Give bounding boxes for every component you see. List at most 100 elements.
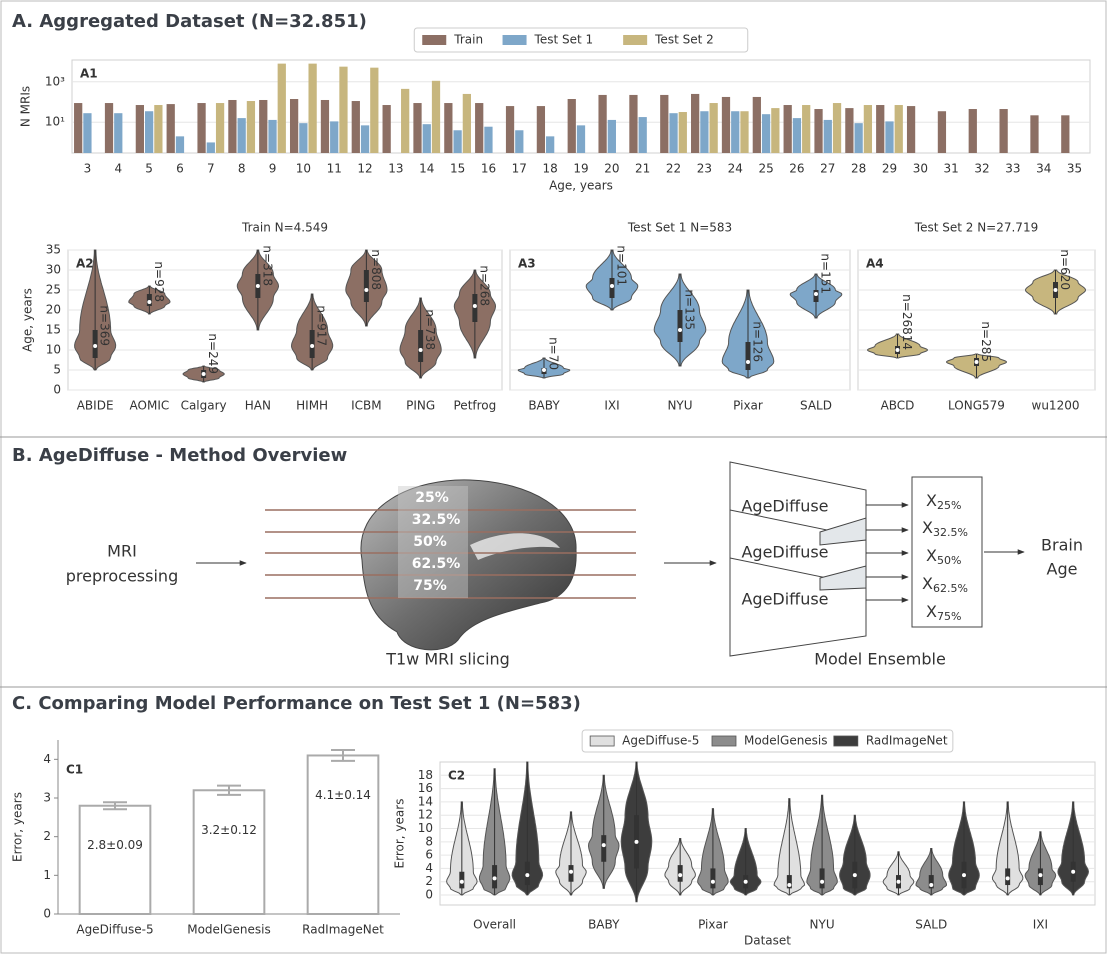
bar	[823, 119, 832, 153]
bar	[802, 105, 811, 153]
x-tick-label: 20	[604, 162, 619, 176]
violin-box	[418, 330, 424, 362]
x-tick-label: IXI	[1033, 918, 1048, 932]
x-tick-label: ABIDE	[77, 399, 114, 413]
x-tick-label: AOMIC	[130, 399, 170, 413]
bar	[351, 101, 360, 153]
bar	[277, 63, 286, 153]
output-symbol: X	[922, 518, 933, 537]
bar	[1030, 115, 1039, 153]
caption: T1w MRI slicing	[385, 650, 510, 669]
bar	[299, 123, 308, 153]
n-label: n=268	[477, 265, 491, 306]
x-tick-label: SALD	[915, 918, 947, 932]
y-tick-label: 20	[46, 303, 61, 317]
n-label: n=70	[547, 337, 561, 370]
violin-median	[1038, 873, 1043, 878]
y-tick-label: 30	[46, 263, 61, 277]
slice-lines	[265, 509, 636, 599]
panel-label: A4	[866, 257, 884, 271]
model-stack	[729, 461, 867, 657]
y-tick-label: 1	[43, 868, 51, 882]
bar	[783, 105, 792, 153]
bar	[678, 112, 687, 153]
violin-median	[929, 883, 934, 888]
value-label: 3.2±0.12	[201, 823, 257, 837]
x-tick-label: NYU	[667, 399, 692, 413]
y-tick-label: 5	[53, 363, 61, 377]
panel-label: A2	[76, 257, 94, 271]
violin-median	[820, 879, 825, 884]
violin-median	[542, 368, 546, 372]
violin-box	[710, 868, 716, 889]
bar	[104, 103, 114, 153]
slice-label: 75%	[413, 578, 447, 594]
x-tick-label: PING	[406, 399, 435, 413]
legend-swatch	[502, 35, 527, 45]
model-label: AgeDiffuse	[741, 497, 828, 516]
violin-median	[634, 839, 639, 844]
bar	[246, 101, 256, 153]
x-tick-label: 10	[296, 162, 311, 176]
violin-median	[364, 288, 369, 292]
y-tick-label: 8	[425, 834, 433, 848]
x-tick-label: 30	[913, 162, 928, 176]
bar	[339, 66, 348, 153]
violin-median	[743, 879, 748, 884]
x-tick-label: 11	[327, 162, 342, 176]
x-tick-label: 9	[269, 162, 277, 176]
x-tick-label: LONG579	[948, 399, 1005, 413]
bar	[691, 93, 700, 153]
y-tick-label: 10¹	[45, 115, 65, 129]
violin-median	[896, 879, 901, 884]
y-tick-label: 18	[418, 768, 433, 782]
model-arrows	[866, 502, 909, 603]
bar	[638, 117, 647, 153]
y-tick-label: 25	[46, 283, 61, 297]
output-subscript: 75%	[937, 610, 961, 623]
bar	[215, 103, 225, 153]
bar	[546, 136, 555, 153]
x-tick-label: SALD	[800, 399, 832, 413]
brain-image	[360, 479, 577, 651]
bar	[968, 109, 977, 153]
x-tick-label: NYU	[810, 918, 835, 932]
bar	[78, 804, 152, 916]
panel-label: A3	[518, 257, 536, 271]
x-tick-label: 12	[357, 162, 372, 176]
n-label: n=101	[615, 245, 629, 286]
x-tick-label: 27	[820, 162, 835, 176]
bar	[259, 99, 268, 153]
legend-swatch	[422, 35, 447, 45]
violin-median	[255, 284, 260, 288]
slice-label: 25%	[415, 490, 449, 506]
bar	[206, 142, 215, 153]
y-tick-label: 4	[425, 861, 433, 875]
n-label: n=917	[315, 305, 329, 346]
bar	[192, 789, 266, 915]
bar	[74, 103, 83, 153]
bar	[289, 99, 299, 153]
violin-box	[677, 310, 683, 342]
x-tick-label: ICBM	[351, 399, 382, 413]
n-label: n=126	[751, 321, 765, 362]
section-title: A. Aggregated Dataset (N=32.851)	[12, 11, 367, 32]
bar	[731, 111, 740, 153]
bar	[237, 118, 246, 153]
x-tick-label: 32	[974, 162, 989, 176]
violin-median	[895, 348, 900, 352]
n-label: n=620	[1058, 249, 1072, 290]
x-tick-label: 5	[145, 162, 153, 176]
x-tick-label: 14	[419, 162, 434, 176]
violin-median	[678, 328, 682, 332]
x-tick-label: 26	[789, 162, 804, 176]
x-tick-label: HIMH	[296, 399, 328, 413]
caption: Model Ensemble	[814, 650, 946, 669]
bar	[669, 113, 678, 153]
violin-median	[472, 304, 477, 308]
bar	[752, 96, 761, 153]
bar	[700, 111, 709, 153]
violin-median	[492, 876, 497, 881]
y-tick-label: 12	[418, 808, 433, 822]
